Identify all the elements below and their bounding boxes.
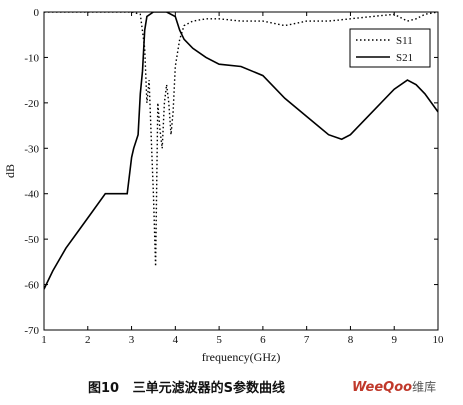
legend-label-s11: S11 (396, 35, 413, 47)
plot-frame (43, 11, 439, 331)
y-tick-label: -20 (24, 98, 39, 110)
y-tick-label: -30 (24, 143, 39, 155)
x-tick-label: 9 (391, 334, 397, 346)
x-tick-label: 7 (304, 334, 310, 346)
caption-figure-label: 图10 (88, 381, 120, 396)
y-tick-label: -50 (24, 234, 39, 246)
x-tick-label: 8 (348, 334, 354, 346)
watermark-brand: WeeQoo (352, 380, 413, 395)
x-tick-label: 1 (41, 334, 47, 346)
x-tick-label: 5 (216, 334, 222, 346)
y-tick-label: -70 (24, 325, 39, 337)
y-tick-label: 0 (34, 7, 40, 19)
x-tick-label: 2 (85, 334, 91, 346)
x-tick-label: 3 (129, 334, 135, 346)
x-tick-label: 6 (260, 334, 266, 346)
y-tick-label: -40 (24, 189, 39, 201)
watermark-suffix: 维库 (412, 380, 437, 394)
axis-labels: 1 2 3 4 5 6 7 8 9 10 0 -10 -20 -30 -40 -50 -60 -70 frequen… (3, 7, 444, 364)
caption-text: 图10 三单元滤波器的S参数曲线 (88, 377, 285, 396)
watermark-logo: WeeQoo维库 (352, 378, 436, 395)
series-s11-line (44, 12, 438, 267)
x-tick-label: 4 (173, 334, 179, 346)
legend-label-s21: S21 (396, 52, 413, 64)
y-tick-label: -60 (24, 280, 39, 292)
legend-box (349, 28, 431, 68)
x-tick-label: 10 (433, 334, 445, 346)
series-s21-line (44, 12, 438, 290)
x-axis-title: frequency(GHz) (202, 350, 281, 364)
caption-title: 三单元滤波器的S参数曲线 (132, 381, 286, 396)
y-tick-label: -10 (24, 52, 39, 64)
y-axis-title: dB (3, 164, 17, 178)
plot-area (43, 11, 439, 331)
